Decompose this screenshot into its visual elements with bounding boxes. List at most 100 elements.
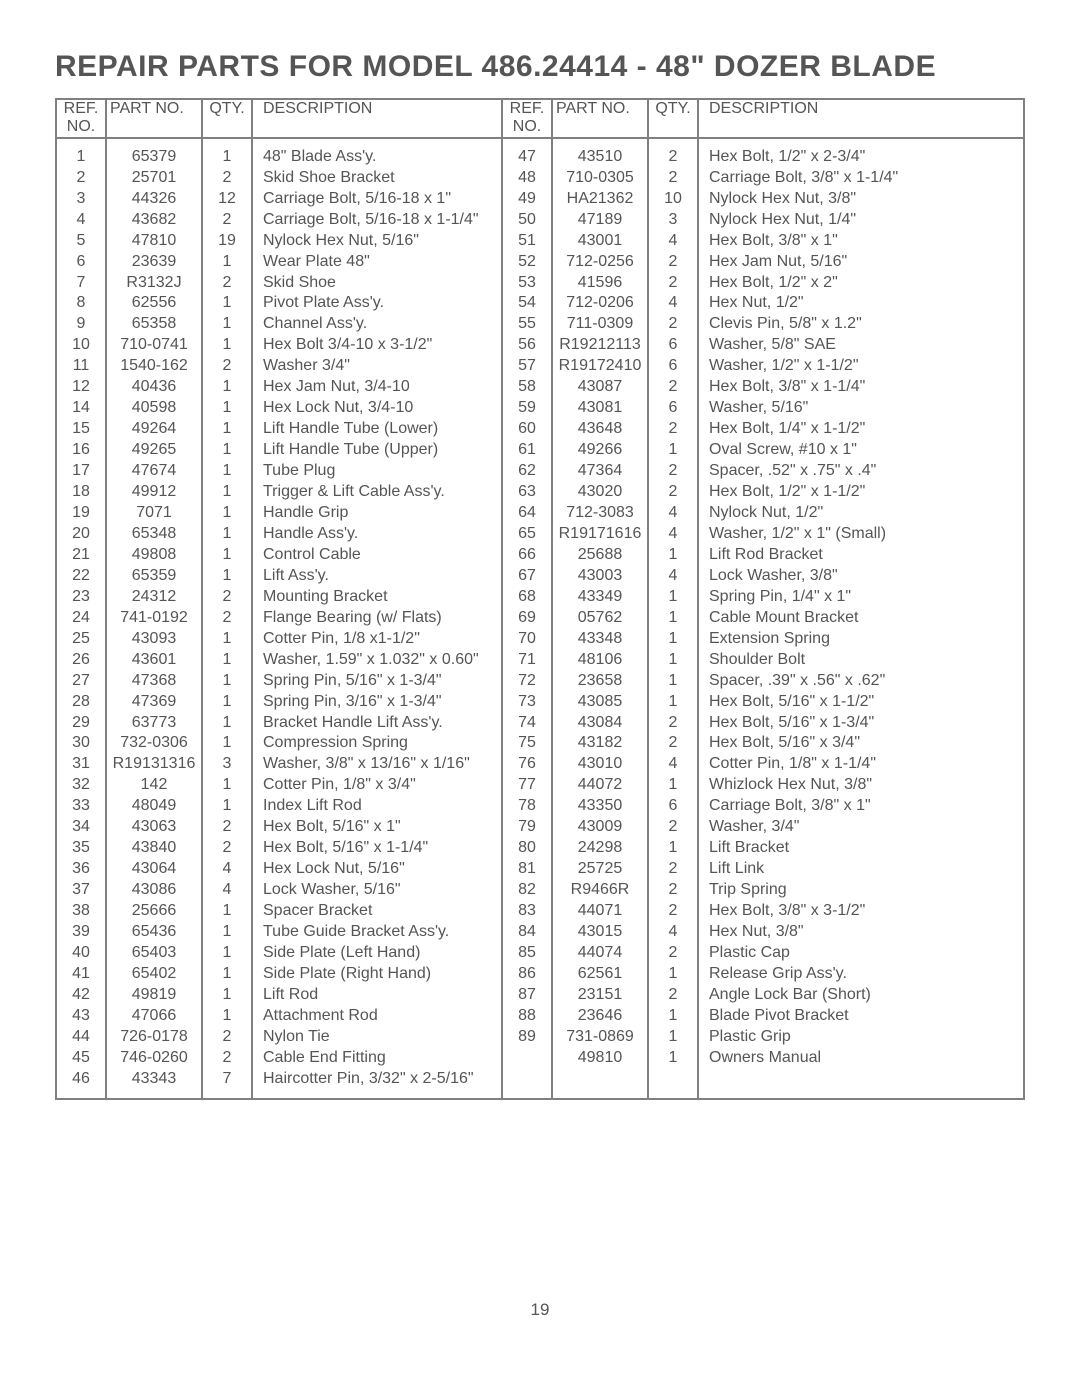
col-desc: DESCRIPTION — [698, 99, 1024, 138]
col-desc: DESCRIPTION — [252, 99, 502, 138]
cell-ref: 24 — [56, 608, 106, 629]
cell-part: 712-3083 — [552, 503, 648, 524]
cell-qty: 1 — [648, 964, 698, 985]
table-row: 22653591Lift Ass'y.67430034Lock Washer, … — [56, 566, 1024, 587]
cell-desc: Lift Handle Tube (Lower) — [252, 419, 502, 440]
cell-part: 48049 — [106, 796, 202, 817]
cell-part: 47810 — [106, 231, 202, 252]
table-row: 31R191313163Washer, 3/8" x 13/16" x 1/16… — [56, 754, 1024, 775]
cell-part: 43343 — [106, 1069, 202, 1090]
table-row: 30732-03061Compression Spring75431822Hex… — [56, 733, 1024, 754]
cell-desc: Hex Bolt, 3/8" x 1" — [698, 231, 1024, 252]
cell-qty: 1 — [202, 650, 252, 671]
cell-ref: 75 — [502, 733, 552, 754]
cell-desc: Oval Screw, #10 x 1" — [698, 440, 1024, 461]
parts-table-body: 165379148" Blade Ass'y.47435102Hex Bolt,… — [56, 138, 1024, 1099]
cell-part: 43348 — [552, 629, 648, 650]
cell-ref: 82 — [502, 880, 552, 901]
table-row: 18499121Trigger & Lift Cable Ass'y.63430… — [56, 482, 1024, 503]
cell-part: 710-0305 — [552, 168, 648, 189]
cell-qty: 2 — [202, 356, 252, 377]
cell-ref: 41 — [56, 964, 106, 985]
cell-part: 24312 — [106, 587, 202, 608]
cell-ref: 9 — [56, 314, 106, 335]
table-row: 43470661Attachment Rod88236461Blade Pivo… — [56, 1006, 1024, 1027]
cell-desc: Hex Bolt, 3/8" x 3-1/2" — [698, 901, 1024, 922]
table-row: 35438402Hex Bolt, 5/16" x 1-1/4"80242981… — [56, 838, 1024, 859]
cell-ref: 56 — [502, 335, 552, 356]
cell-ref: 33 — [56, 796, 106, 817]
cell-ref: 47 — [502, 147, 552, 168]
cell-part: 43086 — [106, 880, 202, 901]
table-row: 29637731Bracket Handle Lift Ass'y.744308… — [56, 713, 1024, 734]
cell-qty: 12 — [202, 189, 252, 210]
cell-qty: 2 — [648, 880, 698, 901]
cell-part: 23658 — [552, 671, 648, 692]
cell-part: 43015 — [552, 922, 648, 943]
cell-desc: Carriage Bolt, 5/16-18 x 1-1/4" — [252, 210, 502, 231]
cell-part: 47189 — [552, 210, 648, 231]
cell-ref: 54 — [502, 293, 552, 314]
cell-qty: 1 — [202, 461, 252, 482]
cell-ref: 51 — [502, 231, 552, 252]
cell-ref: 12 — [56, 377, 106, 398]
cell-desc: Hex Bolt, 1/2" x 2-3/4" — [698, 147, 1024, 168]
cell-qty: 6 — [648, 356, 698, 377]
cell-desc: Hex Bolt, 5/16" x 1-3/4" — [698, 713, 1024, 734]
cell-part: 43349 — [552, 587, 648, 608]
cell-ref: 71 — [502, 650, 552, 671]
cell-qty: 1 — [202, 901, 252, 922]
cell-qty: 1 — [202, 545, 252, 566]
cell-desc: Nylon Tie — [252, 1027, 502, 1048]
cell-qty: 4 — [202, 859, 252, 880]
cell-part: 43601 — [106, 650, 202, 671]
cell-desc: Hex Lock Nut, 3/4-10 — [252, 398, 502, 419]
cell-desc: Attachment Rod — [252, 1006, 502, 1027]
cell-ref: 10 — [56, 335, 106, 356]
cell-ref: 19 — [56, 503, 106, 524]
cell-desc: Angle Lock Bar (Short) — [698, 985, 1024, 1006]
cell-part: 43020 — [552, 482, 648, 503]
cell-part: 142 — [106, 775, 202, 796]
table-row: 21498081Control Cable66256881Lift Rod Br… — [56, 545, 1024, 566]
cell-qty: 2 — [648, 168, 698, 189]
cell-qty: 1 — [202, 377, 252, 398]
cell-part: 24298 — [552, 838, 648, 859]
cell-part: 65379 — [106, 147, 202, 168]
cell-desc: Plastic Grip — [698, 1027, 1024, 1048]
cell-part: 49808 — [106, 545, 202, 566]
cell-ref: 26 — [56, 650, 106, 671]
cell-ref: 57 — [502, 356, 552, 377]
cell-part: 43003 — [552, 566, 648, 587]
table-row: 25430931Cotter Pin, 1/8 x1-1/2"70433481E… — [56, 629, 1024, 650]
cell-qty: 1 — [202, 293, 252, 314]
cell-ref: 34 — [56, 817, 106, 838]
cell-part: 23639 — [106, 252, 202, 273]
cell-qty: 1 — [202, 922, 252, 943]
cell-part: 47368 — [106, 671, 202, 692]
cell-desc: Washer, 1.59" x 1.032" x 0.60" — [252, 650, 502, 671]
cell-desc: Wear Plate 48" — [252, 252, 502, 273]
cell-part: 49265 — [106, 440, 202, 461]
cell-qty: 2 — [648, 733, 698, 754]
cell-qty: 2 — [202, 1048, 252, 1069]
cell-ref: 64 — [502, 503, 552, 524]
cell-qty: 1 — [202, 671, 252, 692]
cell-ref: 17 — [56, 461, 106, 482]
page-number: 19 — [55, 1300, 1025, 1320]
cell-ref: 46 — [56, 1069, 106, 1090]
cell-ref: 67 — [502, 566, 552, 587]
table-row: 20653481Handle Ass'y.65R191716164Washer,… — [56, 524, 1024, 545]
cell-desc: Hex Bolt, 1/2" x 1-1/2" — [698, 482, 1024, 503]
cell-ref: 86 — [502, 964, 552, 985]
cell-ref: 43 — [56, 1006, 106, 1027]
cell-part: 47674 — [106, 461, 202, 482]
cell-desc: Carriage Bolt, 3/8" x 1-1/4" — [698, 168, 1024, 189]
cell-part: R9466R — [552, 880, 648, 901]
cell-ref: 69 — [502, 608, 552, 629]
cell-ref: 84 — [502, 922, 552, 943]
parts-table-header: REF. NO. PART NO. QTY. DESCRIPTION REF. … — [56, 99, 1024, 138]
cell-desc: Carriage Bolt, 5/16-18 x 1" — [252, 189, 502, 210]
cell-desc: Hex Lock Nut, 5/16" — [252, 859, 502, 880]
cell-desc: Lock Washer, 5/16" — [252, 880, 502, 901]
